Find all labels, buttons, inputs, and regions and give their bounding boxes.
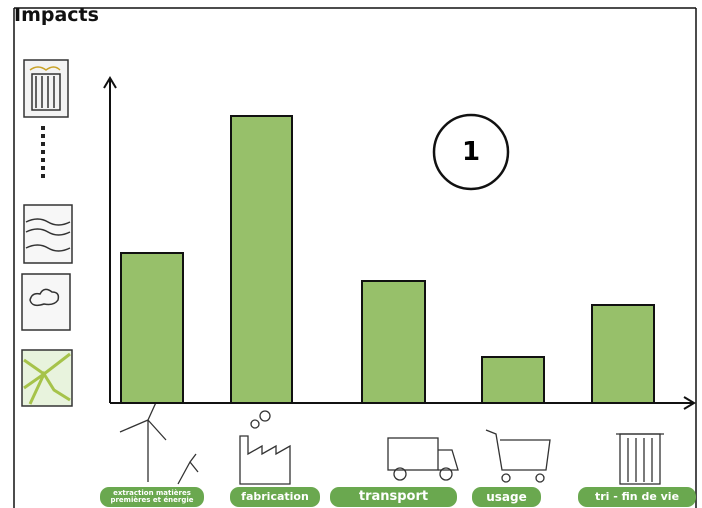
bar [120,252,184,404]
side-icons [21,59,73,407]
chart-title: Impacts [14,4,99,26]
bar [361,280,426,404]
category-label: extraction matières premières et énergie [100,487,204,507]
bottom-icons [119,397,664,485]
bar [481,356,545,404]
category-label: transport [330,487,457,507]
category-label: tri - fin de vie [578,487,696,507]
y-axis-arrow [103,76,117,89]
category-label: usage [472,487,541,507]
category-label: fabrication [230,487,320,507]
step-circle [432,113,510,191]
bar [591,304,655,404]
bar [230,115,293,404]
step-number: 1 [462,137,480,167]
x-axis-arrow [683,396,696,410]
